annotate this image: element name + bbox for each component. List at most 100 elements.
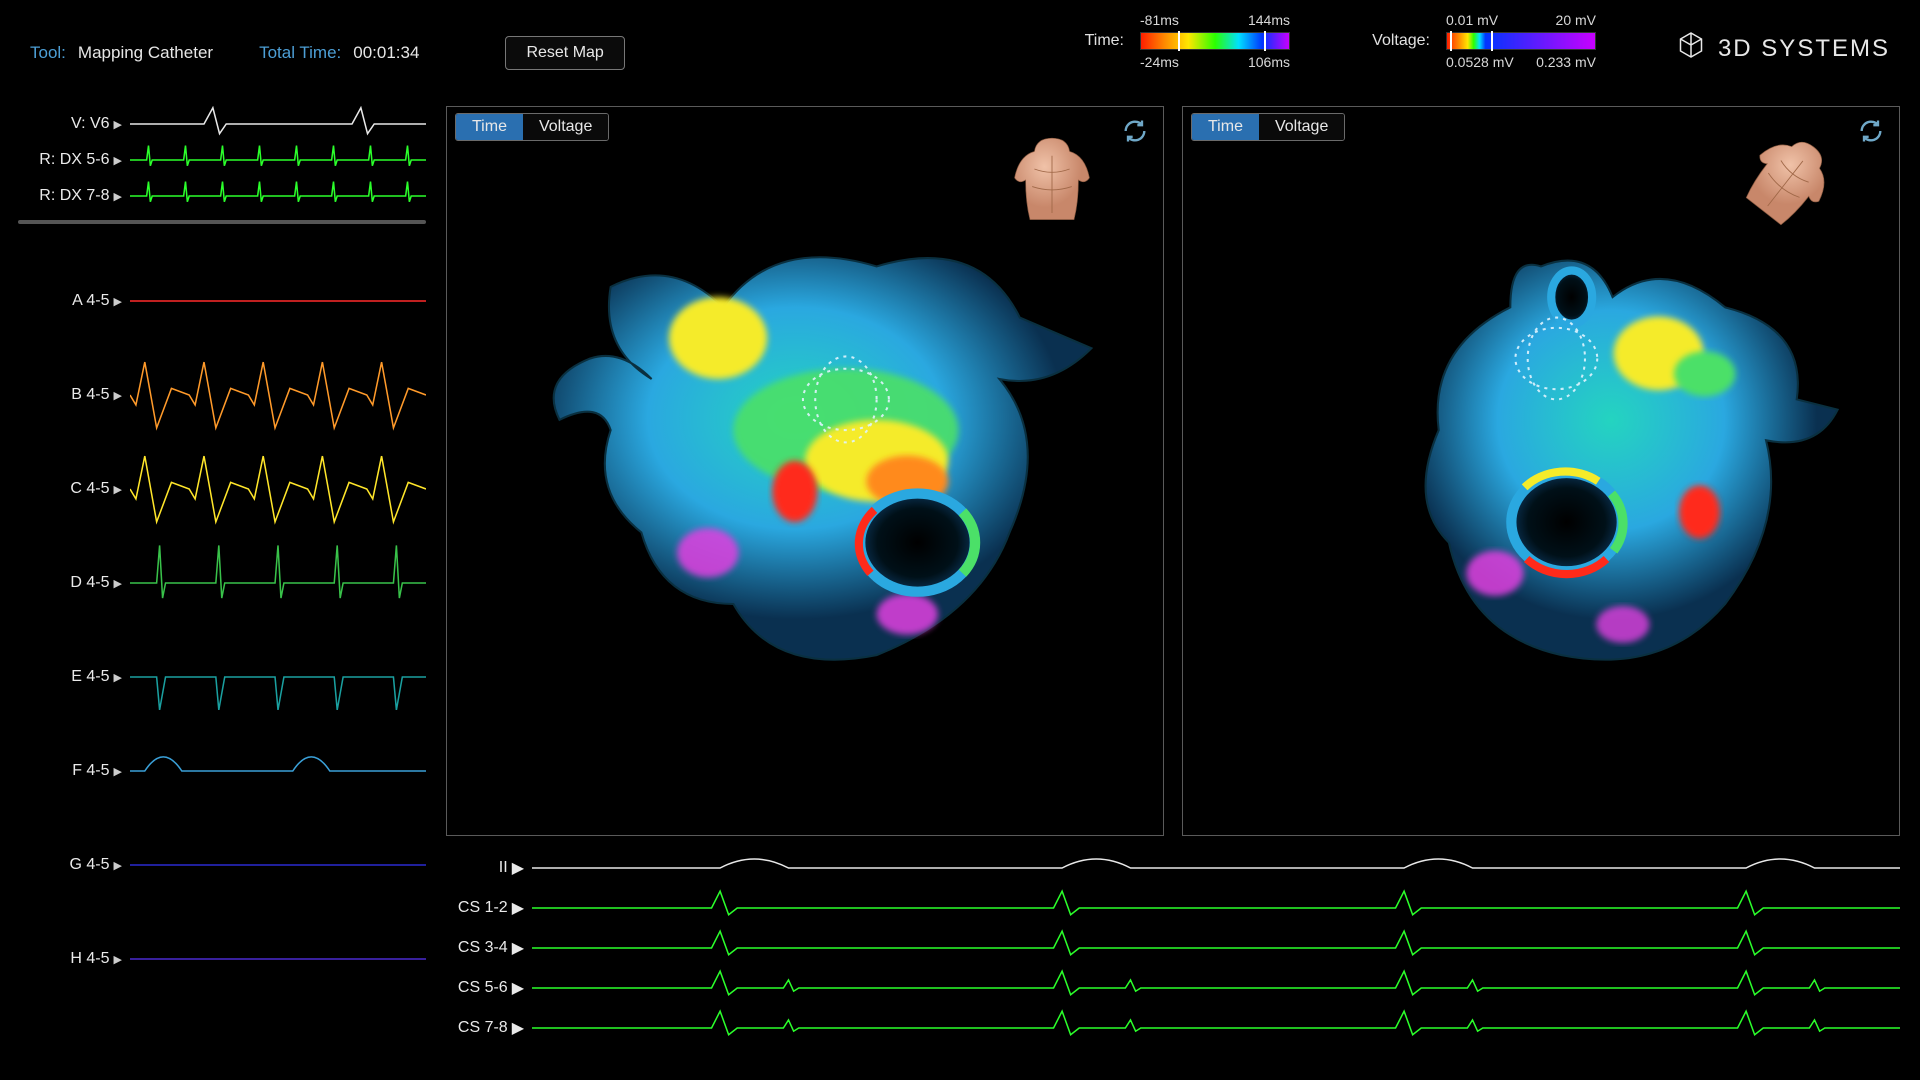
- brand-cube-icon: [1676, 30, 1706, 67]
- expand-icon: ▶: [512, 978, 524, 998]
- expand-icon: ▶: [114, 577, 122, 590]
- signal-label: G 4-5▶: [18, 856, 130, 874]
- viewports-container: Time Voltage: [446, 106, 1900, 836]
- time-scale-bot-right: 106ms: [1248, 54, 1290, 70]
- signal-trace: [532, 968, 1900, 1008]
- viewport-right[interactable]: Time Voltage: [1182, 106, 1900, 836]
- expand-icon: ▶: [512, 938, 524, 958]
- expand-icon: ▶: [114, 118, 122, 131]
- refresh-icon[interactable]: [1121, 117, 1149, 145]
- topbar: Tool: Mapping Catheter Total Time: 00:01…: [0, 0, 1920, 92]
- left-signal-panel: V: V6▶ R: DX 5-6▶ R: DX 7-8▶ A 4-5▶ B 4-…: [18, 106, 426, 1068]
- signal-trace: [130, 142, 426, 178]
- signal-row[interactable]: V: V6▶: [18, 106, 426, 142]
- tool-value: Mapping Catheter: [78, 43, 213, 63]
- signal-trace: [130, 630, 426, 724]
- signal-row[interactable]: R: DX 5-6▶: [18, 142, 426, 178]
- time-scale-top-left: -81ms: [1140, 12, 1179, 28]
- signal-label: CS 1-2▶: [446, 898, 532, 918]
- time-scale: -81ms 144ms Time: -24ms 106ms: [1056, 12, 1290, 70]
- color-scales: -81ms 144ms Time: -24ms 106ms 0.01 mV 20…: [1056, 12, 1596, 70]
- signal-trace: [130, 818, 426, 912]
- voltage-scale-top-left: 0.01 mV: [1446, 12, 1498, 28]
- signal-trace: [130, 442, 426, 536]
- signal-label: CS 3-4▶: [446, 938, 532, 958]
- signal-label: CS 7-8▶: [446, 1018, 532, 1038]
- signal-label: R: DX 5-6▶: [18, 151, 130, 169]
- voltage-scale-top-right: 20 mV: [1556, 12, 1596, 28]
- expand-icon: ▶: [114, 190, 122, 203]
- voltage-scale-bot-left: 0.0528 mV: [1446, 54, 1514, 70]
- signal-row[interactable]: H 4-5▶: [18, 912, 426, 1006]
- signal-trace: [130, 106, 426, 142]
- time-colorbar[interactable]: [1140, 32, 1290, 50]
- signal-label: B 4-5▶: [18, 386, 130, 404]
- signal-label: E 4-5▶: [18, 668, 130, 686]
- signal-row[interactable]: CS 1-2▶: [446, 888, 1900, 928]
- expand-icon: ▶: [114, 389, 122, 402]
- time-scale-top-right: 144ms: [1248, 12, 1290, 28]
- signal-row[interactable]: F 4-5▶: [18, 724, 426, 818]
- signal-label: CS 5-6▶: [446, 978, 532, 998]
- total-time-label: Total Time:: [259, 43, 341, 63]
- voltage-scale: 0.01 mV 20 mV Voltage: 0.0528 mV 0.233 m…: [1362, 12, 1596, 70]
- expand-icon: ▶: [512, 858, 524, 878]
- signal-row[interactable]: A 4-5▶: [18, 254, 426, 348]
- voltage-scale-bot-right: 0.233 mV: [1536, 54, 1596, 70]
- total-time-value: 00:01:34: [353, 43, 419, 63]
- brand-text: 3D SYSTEMS: [1718, 35, 1890, 63]
- viewport-right-tabs: Time Voltage: [1191, 113, 1345, 141]
- signal-row[interactable]: CS 7-8▶: [446, 1008, 1900, 1048]
- signal-label: C 4-5▶: [18, 480, 130, 498]
- bottom-signal-strip: II▶ CS 1-2▶ CS 3-4▶ CS 5-6▶ CS 7-8▶: [446, 848, 1900, 1070]
- torso-orientation-icon[interactable]: [997, 125, 1107, 235]
- refresh-icon[interactable]: [1857, 117, 1885, 145]
- signal-label: A 4-5▶: [18, 292, 130, 310]
- signal-label: R: DX 7-8▶: [18, 187, 130, 205]
- signal-trace: [532, 848, 1900, 888]
- reset-map-button[interactable]: Reset Map: [505, 36, 624, 70]
- signal-trace: [532, 888, 1900, 928]
- signal-row[interactable]: B 4-5▶: [18, 348, 426, 442]
- expand-icon: ▶: [114, 483, 122, 496]
- expand-icon: ▶: [512, 898, 524, 918]
- signal-row[interactable]: II▶: [446, 848, 1900, 888]
- expand-icon: ▶: [114, 765, 122, 778]
- signal-trace: [532, 1008, 1900, 1048]
- signal-label: D 4-5▶: [18, 574, 130, 592]
- expand-icon: ▶: [114, 859, 122, 872]
- signal-row[interactable]: CS 3-4▶: [446, 928, 1900, 968]
- topbar-left: Tool: Mapping Catheter Total Time: 00:01…: [30, 36, 625, 70]
- signal-trace: [532, 928, 1900, 968]
- signal-row[interactable]: CS 5-6▶: [446, 968, 1900, 1008]
- signal-row[interactable]: C 4-5▶: [18, 442, 426, 536]
- voltage-colorbar[interactable]: [1446, 32, 1596, 50]
- tab-time[interactable]: Time: [456, 114, 523, 140]
- signal-row[interactable]: E 4-5▶: [18, 630, 426, 724]
- total-time-indicator: Total Time: 00:01:34: [259, 43, 419, 63]
- signal-label: H 4-5▶: [18, 950, 130, 968]
- signal-row[interactable]: G 4-5▶: [18, 818, 426, 912]
- tab-time[interactable]: Time: [1192, 114, 1259, 140]
- voltage-scale-label: Voltage:: [1362, 32, 1430, 50]
- expand-icon: ▶: [114, 953, 122, 966]
- signal-trace: [130, 536, 426, 630]
- expand-icon: ▶: [114, 671, 122, 684]
- tab-voltage[interactable]: Voltage: [1259, 114, 1344, 140]
- time-scale-bot-left: -24ms: [1140, 54, 1179, 70]
- expand-icon: ▶: [114, 154, 122, 167]
- torso-orientation-icon[interactable]: [1733, 125, 1843, 235]
- signal-trace: [130, 254, 426, 348]
- tab-voltage[interactable]: Voltage: [523, 114, 608, 140]
- signal-trace: [130, 178, 426, 214]
- viewport-left[interactable]: Time Voltage: [446, 106, 1164, 836]
- signal-trace: [130, 348, 426, 442]
- signal-label: F 4-5▶: [18, 762, 130, 780]
- brand-logo: 3D SYSTEMS: [1676, 30, 1890, 67]
- signal-label: II▶: [446, 858, 532, 878]
- signal-row[interactable]: D 4-5▶: [18, 536, 426, 630]
- time-scale-label: Time:: [1056, 32, 1124, 50]
- viewport-left-tabs: Time Voltage: [455, 113, 609, 141]
- signal-row[interactable]: R: DX 7-8▶: [18, 178, 426, 214]
- signal-trace: [130, 724, 426, 818]
